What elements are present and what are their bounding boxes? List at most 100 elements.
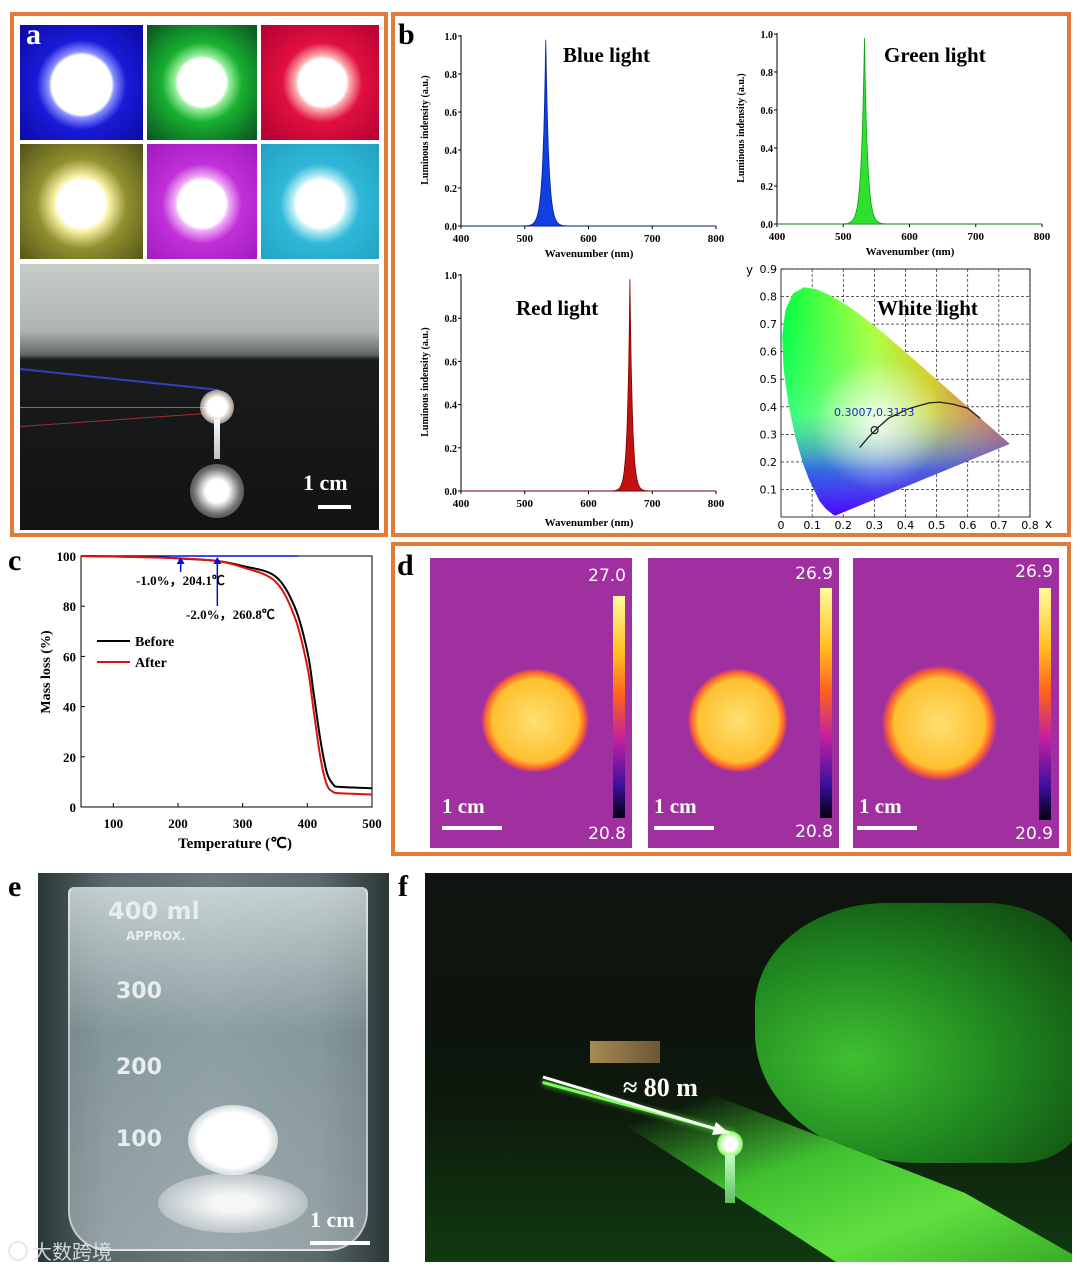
- cie-x-axis-name: x: [1045, 517, 1052, 531]
- panel-c-label: c: [8, 544, 22, 577]
- beaker-mark-400: 400 ml: [108, 897, 200, 925]
- red-ytick-label: 0.4: [445, 401, 458, 412]
- thermal-min-1: 20.8: [588, 824, 626, 844]
- cie-xtick-label: 0.3: [866, 519, 884, 532]
- red-ytick-label: 0.6: [445, 357, 458, 368]
- photo-magenta-sphere: [147, 144, 257, 259]
- green-xtick-label: 700: [968, 231, 985, 243]
- tga-ytick-label: 60: [63, 649, 76, 664]
- tga-curve-after: [80, 555, 373, 796]
- tga-plot-frame: [80, 555, 373, 808]
- blue-xtick-label: 600: [580, 233, 597, 245]
- green-x-label: Wavenumber (nm): [866, 246, 955, 258]
- green-rock: [755, 903, 1072, 1163]
- tga-xtick-label: 100: [104, 816, 124, 831]
- tga-xtick-label: 200: [168, 816, 188, 831]
- tga-ytick-label: 20: [63, 750, 76, 765]
- thermal-min-3: 20.9: [1015, 824, 1053, 844]
- red-x-ticks: 400 500 600 700 800: [453, 491, 725, 510]
- cie-y-ticks: 0.1 0.2 0.3 0.4 0.5 0.6 0.7 0.8 0.9: [760, 263, 778, 496]
- tga-chart: 0 20 40 60 80 100 100 200 300 400 500 -1.0%，204.1…: [39, 549, 382, 852]
- cie-xtick-label: 0.5: [928, 519, 946, 532]
- blue-ytick-label: 0.4: [445, 146, 458, 157]
- watermark-logo-icon: [8, 1241, 28, 1261]
- thermal-scale-bar-3: [857, 826, 917, 830]
- thermal-max-1: 27.0: [588, 566, 626, 586]
- red-y-ticks: 0.0 0.2 0.4 0.6 0.8 1.0: [445, 271, 461, 498]
- cie-xtick-label: 0.4: [897, 519, 915, 532]
- house-light: [590, 1041, 660, 1063]
- blue-y-label: Luminous indensity (a.u.): [420, 75, 431, 184]
- beaker-photo: 400 ml APPROX. 300 200 100 1 cm: [38, 873, 389, 1262]
- blue-ytick-label: 0.6: [445, 108, 458, 119]
- cie-coordinate-label: 0.3007,0.3153: [834, 406, 914, 419]
- red-xtick-label: 600: [580, 498, 597, 510]
- green-ytick-label: 0.4: [761, 144, 774, 155]
- tga-curve-before: [80, 555, 373, 790]
- outdoor-laser-photo: ≈ 80 m: [425, 873, 1072, 1262]
- glowing-sphere-underwater: [188, 1105, 278, 1175]
- green-spectrum-chart: 0.0 0.2 0.4 0.6 0.8 1.0 400 500 600 700 800 Green…: [736, 30, 1051, 258]
- colorbar-1: [613, 596, 625, 818]
- panel-f-label: f: [398, 870, 408, 903]
- blue-xtick-label: 700: [644, 233, 661, 245]
- green-ytick-label: 0.2: [761, 182, 774, 193]
- target-post: [725, 1155, 735, 1203]
- blue-y-ticks: 0.0 0.2 0.4 0.6 0.8 1.0: [445, 32, 461, 233]
- distance-arrow-head: [712, 1122, 729, 1135]
- red-ytick-label: 0.2: [445, 444, 458, 455]
- red-xtick-label: 400: [453, 498, 470, 510]
- thermal-map-3: 26.9 20.9 1 cm: [853, 558, 1059, 848]
- panel-a: [10, 12, 388, 537]
- red-chart-title: Red light: [516, 296, 598, 320]
- photo-cyan-sphere: [261, 144, 379, 259]
- photo-green-sphere: [147, 25, 257, 140]
- tga-ytick-label: 80: [63, 599, 76, 614]
- cie-ytick-label: 0.3: [760, 428, 778, 441]
- green-ytick-label: 1.0: [761, 30, 774, 41]
- thermal-map-1: 27.0 20.8 1 cm: [430, 558, 632, 848]
- cie-xtick-label: 0.6: [959, 519, 977, 532]
- panel-a-scale-text: 1 cm: [303, 470, 348, 495]
- tga-x-label: Temperature (℃): [178, 836, 292, 852]
- beaker-mark-300: 300: [116, 979, 162, 1004]
- green-ytick-label: 0.8: [761, 68, 774, 79]
- thermal-scale-bar-2: [654, 826, 714, 830]
- green-xtick-label: 500: [835, 231, 852, 243]
- thermal-scale-bar-1: [442, 826, 502, 830]
- photo-yellow-sphere: [20, 144, 143, 259]
- green-y-ticks: 0.0 0.2 0.4 0.6 0.8 1.0: [761, 30, 777, 231]
- panel-a-label: a: [26, 18, 41, 51]
- cie-xtick-label: 0: [778, 519, 785, 532]
- red-ytick-label: 0.8: [445, 314, 458, 325]
- panel-e-label: e: [8, 870, 22, 903]
- photo-laser-demo: [20, 264, 379, 530]
- cie-x-ticks: 0 0.1 0.2 0.3 0.4 0.5 0.6 0.7 0.8: [778, 519, 1039, 532]
- tga-annotation-2: -2.0%，260.8℃: [186, 607, 275, 622]
- red-spectrum-chart: 0.0 0.2 0.4 0.6 0.8 1.0 400 500 600 700 800 Red l…: [420, 271, 725, 529]
- blue-xtick-label: 800: [708, 233, 725, 245]
- distance-arrow-line: [542, 1075, 730, 1135]
- blue-xtick-label: 500: [517, 233, 534, 245]
- cie-ytick-label: 0.9: [760, 263, 778, 276]
- red-xtick-label: 700: [644, 498, 661, 510]
- tga-ytick-label: 0: [70, 800, 77, 815]
- tga-ytick-label: 40: [63, 700, 76, 715]
- blue-x-ticks: 400 500 600 700 800: [453, 226, 725, 245]
- thermal-max-3: 26.9: [1015, 562, 1053, 582]
- tga-y-label: Mass loss (%): [39, 630, 54, 714]
- panel-a-scale-bar: [318, 505, 351, 509]
- glowing-sphere: [200, 390, 234, 424]
- beaker-mark-100: 100: [116, 1127, 162, 1152]
- blue-ytick-label: 1.0: [445, 32, 458, 43]
- tga-arrow-head: [213, 557, 222, 564]
- cie-xtick-label: 0.7: [990, 519, 1008, 532]
- green-chart-title: Green light: [884, 43, 986, 67]
- cie-ytick-label: 0.5: [760, 373, 778, 386]
- panel-b-label: b: [398, 18, 415, 51]
- cie-xtick-label: 0.2: [835, 519, 853, 532]
- panel-d: [391, 542, 1071, 856]
- thermal-scale-2: 1 cm: [654, 794, 697, 818]
- green-ytick-label: 0.0: [761, 220, 774, 231]
